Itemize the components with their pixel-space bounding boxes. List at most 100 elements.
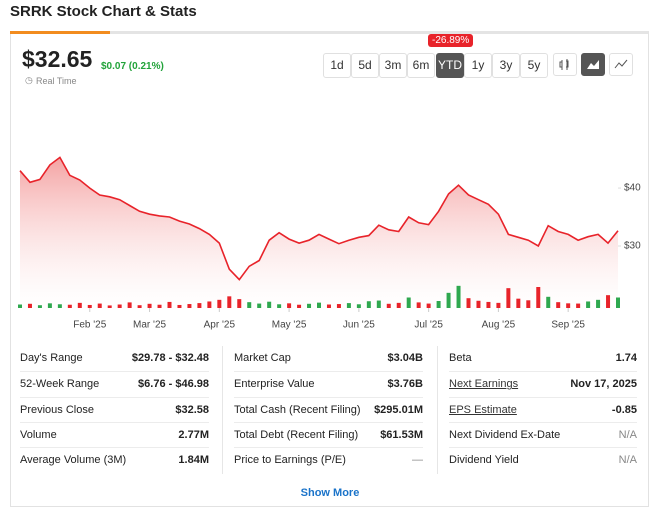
- column-divider: [222, 346, 223, 474]
- volume-bar: [336, 304, 341, 308]
- volume-bar: [297, 304, 302, 308]
- range-button[interactable]: 3y: [492, 53, 520, 78]
- stat-label: Beta: [449, 352, 472, 364]
- area-icon[interactable]: [581, 53, 605, 76]
- volume-bar: [566, 303, 571, 308]
- volume-bar: [67, 304, 72, 308]
- column-divider: [437, 346, 438, 474]
- volume-bar: [237, 299, 242, 308]
- stat-value: Nov 17, 2025: [570, 378, 637, 391]
- stat-value: $6.76 - $46.98: [138, 378, 209, 391]
- volume-bar: [356, 304, 361, 308]
- candle-icon[interactable]: [553, 53, 577, 76]
- volume-bar: [396, 302, 401, 308]
- stat-label: Average Volume (3M): [20, 454, 127, 467]
- x-tick-label: Apr '25: [204, 320, 236, 331]
- stat-value: N/A: [618, 454, 637, 467]
- volume-bar: [227, 296, 232, 308]
- range-button[interactable]: 6m: [407, 53, 435, 78]
- volume-bar: [87, 304, 92, 308]
- stat-row: 52-Week Range $6.76 - $46.98: [20, 371, 209, 397]
- stat-value: $61.53M: [380, 428, 423, 441]
- volume-bar: [18, 304, 22, 308]
- volume-bar: [97, 303, 102, 308]
- volume-bar: [177, 304, 182, 308]
- volume-bar: [47, 303, 52, 308]
- volume-bar: [317, 302, 321, 308]
- stat-value: —: [412, 454, 423, 467]
- range-button[interactable]: 1d: [323, 53, 351, 78]
- x-tick-label: Jul '25: [414, 320, 443, 331]
- volume-bar: [606, 295, 611, 308]
- volume-bar: [267, 301, 272, 308]
- real-time: ◷ Real Time: [25, 75, 77, 86]
- range-button[interactable]: 5d: [351, 53, 379, 78]
- volume-bar: [326, 304, 331, 308]
- price-change: $0.07 (0.21%): [101, 61, 164, 72]
- volume-bar: [476, 300, 481, 308]
- volume-bar: [416, 302, 421, 308]
- volume-bar: [217, 299, 222, 308]
- volume-bar: [386, 303, 391, 308]
- stat-value: $3.04B: [387, 352, 423, 364]
- y-tick-label: $40: [624, 183, 641, 194]
- stat-row: Volume 2.77M: [20, 421, 209, 448]
- stat-row: EPS Estimate -0.85: [449, 396, 637, 423]
- price: $32.65: [22, 46, 93, 72]
- stat-row: Price to Earnings (P/E) —: [234, 447, 423, 473]
- price-area: [20, 157, 618, 308]
- volume-bar: [257, 303, 262, 308]
- stat-label: Total Cash (Recent Filing): [234, 403, 361, 416]
- stat-label: 52-Week Range: [20, 378, 100, 391]
- range-button[interactable]: 1y: [464, 53, 492, 78]
- volume-bar: [77, 302, 82, 308]
- volume-bar: [526, 300, 531, 308]
- x-tick-label: May '25: [272, 320, 307, 331]
- widget-title: SRRK Stock Chart & Stats: [10, 3, 197, 20]
- stat-value: $3.76B: [387, 378, 423, 391]
- volume-bar: [277, 304, 282, 308]
- stat-label: Volume: [20, 428, 57, 441]
- stat-value: $295.01M: [374, 403, 423, 416]
- stat-row: Previous Close $32.58: [20, 396, 209, 423]
- stat-value: $32.58: [175, 403, 209, 416]
- range-button[interactable]: YTD: [436, 53, 464, 78]
- card: [10, 31, 649, 507]
- range-button[interactable]: 3m: [379, 53, 407, 78]
- volume-bar: [346, 303, 351, 308]
- volume-bar: [366, 301, 371, 308]
- stat-label[interactable]: Next Earnings: [449, 378, 519, 391]
- x-tick-label: Sep '25: [551, 320, 585, 331]
- stat-label: Next Dividend Ex-Date: [449, 428, 561, 441]
- volume-bar: [446, 292, 451, 308]
- volume-bar: [406, 297, 411, 308]
- stat-label: Total Debt (Recent Filing): [234, 428, 359, 441]
- stat-label: Price to Earnings (P/E): [234, 454, 346, 467]
- show-more[interactable]: Show More: [300, 487, 360, 499]
- stat-label: Previous Close: [20, 403, 94, 416]
- stat-value: 2.77M: [178, 428, 209, 441]
- volume-bar: [197, 303, 202, 308]
- stat-row: Total Cash (Recent Filing) $295.01M: [234, 396, 423, 423]
- volume-bar: [556, 302, 561, 308]
- stat-label[interactable]: EPS Estimate: [449, 403, 517, 416]
- volume-bar: [137, 305, 142, 308]
- volume-bar: [536, 287, 541, 308]
- volume-bar: [576, 303, 581, 308]
- line-icon[interactable]: [609, 53, 633, 76]
- volume-bar: [117, 304, 122, 308]
- volume-bar: [466, 298, 471, 308]
- volume-bar: [127, 302, 132, 308]
- volume-bar: [496, 302, 501, 308]
- volume-bar: [506, 288, 511, 308]
- range-button[interactable]: 5y: [520, 53, 548, 78]
- accent-bar: [10, 31, 110, 34]
- y-tick-label: $30: [624, 241, 641, 252]
- stat-value: N/A: [618, 428, 637, 441]
- volume-bar: [456, 285, 461, 308]
- volume-bar: [187, 304, 192, 308]
- stat-row: Beta 1.74: [449, 346, 637, 371]
- stat-label: Enterprise Value: [234, 378, 315, 391]
- stat-value: 1.74: [615, 352, 637, 364]
